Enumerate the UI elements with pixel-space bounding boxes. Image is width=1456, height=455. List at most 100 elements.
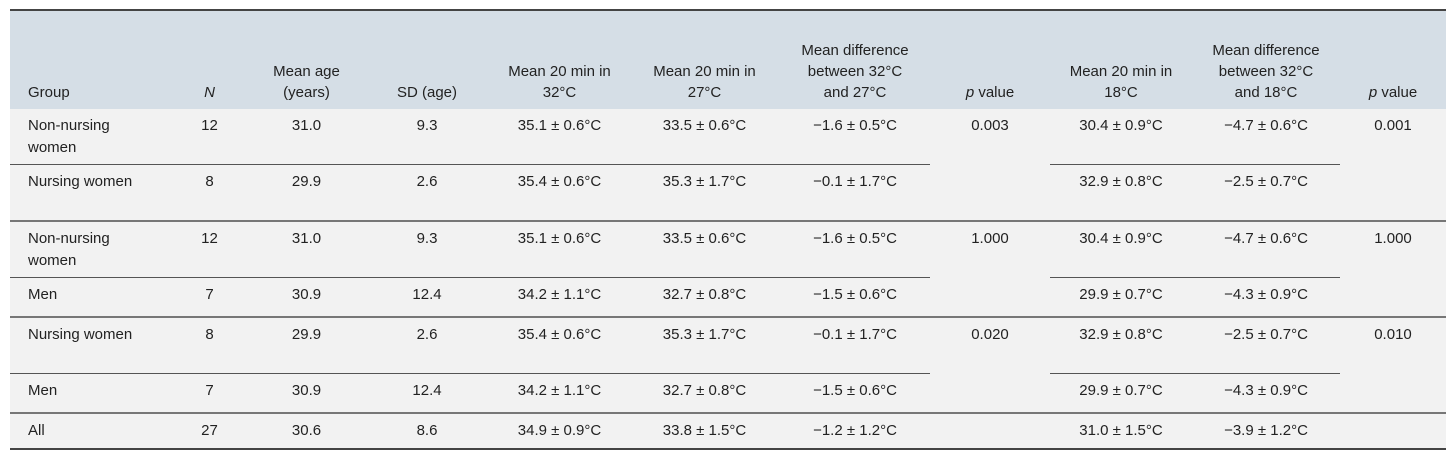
table-cell: 8.6 — [364, 413, 490, 449]
table-row: All 27 30.6 8.6 34.9 ± 0.9°C 33.8 ± 1.5°C −1.2… — [10, 413, 1446, 449]
table-cell: −3.9 ± 1.2°C — [1192, 413, 1340, 449]
p-value-cell: 0.003 — [930, 109, 1050, 222]
column-header: Mean 20 min in 18°C — [1050, 10, 1192, 109]
header-text: Mean 20 min in 32°C — [508, 63, 611, 101]
table-row: Men 7 30.9 12.4 34.2 ± 1.1°C 32.7 ± 0.8°C −1.5… — [10, 277, 1446, 318]
column-header: Mean difference between 32°C and 18°C — [1192, 10, 1340, 109]
table-cell: 32.9 ± 0.8°C — [1050, 317, 1192, 374]
header-text: value — [978, 84, 1015, 101]
table-cell: Non-nursing women — [10, 221, 170, 278]
column-header: Mean 20 min in 32°C — [490, 10, 629, 109]
column-header: SD (age) — [364, 10, 490, 109]
p-value-cell: 1.000 — [930, 221, 1050, 318]
table-cell: −1.6 ± 0.5°C — [780, 221, 930, 278]
table-cell: 35.1 ± 0.6°C — [490, 221, 629, 278]
column-header: N — [170, 10, 249, 109]
table-row: Non-nursing women 12 31.0 9.3 35.1 ± 0.6°C 33… — [10, 221, 1446, 318]
table-cell: −0.1 ± 1.7°C — [780, 317, 930, 374]
table-cell: 35.1 ± 0.6°C — [490, 109, 629, 165]
data-table: Group N Mean age (years) SD (age) Mean 20 mi… — [10, 9, 1446, 450]
table-cell: 2.6 — [364, 317, 490, 374]
table-cell: 9.3 — [364, 221, 490, 278]
table-cell: 34.2 ± 1.1°C — [490, 373, 629, 414]
table-cell: 34.9 ± 0.9°C — [490, 413, 629, 449]
table-cell: Men — [10, 277, 170, 318]
column-header: Group — [10, 10, 170, 109]
table-cell: 32.7 ± 0.8°C — [629, 277, 780, 318]
column-header: p value — [930, 10, 1050, 109]
table-cell: Men — [10, 373, 170, 414]
table-cell: 30.9 — [249, 277, 364, 318]
p-value-cell: 1.000 — [1340, 221, 1446, 318]
column-header: Mean difference between 32°C and 27°C — [780, 10, 930, 109]
table-container: Group N Mean age (years) SD (age) Mean 20 mi… — [10, 9, 1446, 450]
table-cell: 12 — [170, 221, 249, 278]
table-cell: 30.4 ± 0.9°C — [1050, 221, 1192, 278]
table-cell: 30.6 — [249, 413, 364, 449]
table-cell: Nursing women — [10, 164, 170, 222]
header-italic: p — [965, 84, 975, 101]
table-cell: 34.2 ± 1.1°C — [490, 277, 629, 318]
header-row: Group N Mean age (years) SD (age) Mean 20 mi… — [10, 10, 1446, 109]
table-cell: 29.9 ± 0.7°C — [1050, 373, 1192, 414]
table-cell: 12 — [170, 109, 249, 165]
table-cell: 8 — [170, 164, 249, 222]
table-cell: 12.4 — [364, 277, 490, 318]
table-row: Nursing women 8 29.9 2.6 35.4 ± 0.6°C 35.3 ± … — [10, 317, 1446, 414]
table-cell: All — [10, 413, 170, 449]
table-cell: −1.5 ± 0.6°C — [780, 373, 930, 414]
table-cell: 31.0 ± 1.5°C — [1050, 413, 1192, 449]
table-cell: 12.4 — [364, 373, 490, 414]
table-row: Non-nursing women 12 31.0 9.3 35.1 ± 0.6°C 33… — [10, 109, 1446, 222]
table-cell: −2.5 ± 0.7°C — [1192, 164, 1340, 222]
header-text: Mean age (years) — [273, 63, 340, 101]
header-text: Mean 20 min in 18°C — [1069, 63, 1173, 101]
table-row: Men 7 30.9 12.4 34.2 ± 1.1°C 32.7 ± 0.8°C −1.5… — [10, 373, 1446, 414]
table-cell: 30.4 ± 0.9°C — [1050, 109, 1192, 165]
table-cell: 31.0 — [249, 221, 364, 278]
p-value-cell: 0.001 — [1340, 109, 1446, 222]
table-cell: 7 — [170, 277, 249, 318]
table-cell: 32.9 ± 0.8°C — [1050, 164, 1192, 222]
table-cell: 8 — [170, 317, 249, 374]
table-cell: 35.4 ± 0.6°C — [490, 317, 629, 374]
table-cell: 33.5 ± 0.6°C — [629, 221, 780, 278]
column-header: p value — [1340, 10, 1446, 109]
header-text: Mean difference between 32°C and 27°C — [801, 42, 909, 101]
table-cell: −0.1 ± 1.7°C — [780, 164, 930, 222]
p-value-cell: 0.010 — [1340, 317, 1446, 414]
table-cell: 33.8 ± 1.5°C — [629, 413, 780, 449]
table-cell: 31.0 — [249, 109, 364, 165]
header-text: SD (age) — [396, 84, 458, 101]
header-italic: p — [1368, 84, 1378, 101]
table-cell: −4.3 ± 0.9°C — [1192, 277, 1340, 318]
column-header: Mean age (years) — [249, 10, 364, 109]
table-cell: −1.2 ± 1.2°C — [780, 413, 930, 449]
table-cell: 33.5 ± 0.6°C — [629, 109, 780, 165]
header-text: Mean difference between 32°C and 18°C — [1212, 42, 1320, 101]
header-italic: N — [204, 84, 215, 101]
header-text: value — [1381, 84, 1418, 101]
column-header: Mean 20 min in 27°C — [629, 10, 780, 109]
table-cell: 29.9 — [249, 317, 364, 374]
p-value-cell: 0.020 — [930, 317, 1050, 414]
table-cell: −1.5 ± 0.6°C — [780, 277, 930, 318]
table-row: Nursing women 8 29.9 2.6 35.4 ± 0.6°C 35.3 ± … — [10, 164, 1446, 222]
table-cell: 35.3 ± 1.7°C — [629, 317, 780, 374]
table-cell: −4.7 ± 0.6°C — [1192, 109, 1340, 165]
table-cell: 35.3 ± 1.7°C — [629, 164, 780, 222]
table-cell: 29.9 — [249, 164, 364, 222]
table-cell: 2.6 — [364, 164, 490, 222]
table-cell: Non-nursing women — [10, 109, 170, 165]
table-cell: 27 — [170, 413, 249, 449]
table-cell: −4.7 ± 0.6°C — [1192, 221, 1340, 278]
table-cell: 7 — [170, 373, 249, 414]
table-cell: 30.9 — [249, 373, 364, 414]
header-text: Mean 20 min in 27°C — [653, 63, 756, 101]
table-cell: Nursing women — [10, 317, 170, 374]
table-cell: 35.4 ± 0.6°C — [490, 164, 629, 222]
table-cell: 9.3 — [364, 109, 490, 165]
table-cell: −4.3 ± 0.9°C — [1192, 373, 1340, 414]
p-value-cell — [930, 413, 1050, 449]
table-cell: −2.5 ± 0.7°C — [1192, 317, 1340, 374]
